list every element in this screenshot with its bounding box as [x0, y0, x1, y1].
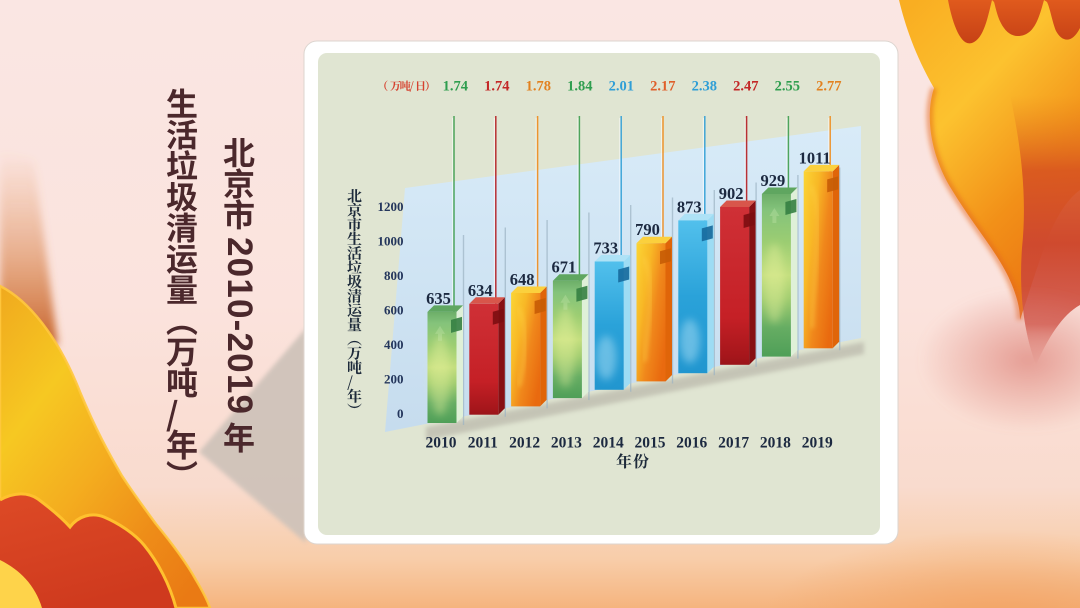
svg-text:1011: 1011 [799, 148, 831, 167]
svg-text:2012: 2012 [509, 435, 540, 452]
svg-text:2.77: 2.77 [816, 79, 841, 95]
svg-text:2.47: 2.47 [733, 79, 758, 95]
svg-text:2.38: 2.38 [692, 79, 717, 95]
svg-text:929: 929 [761, 171, 786, 190]
svg-text:2013: 2013 [551, 435, 582, 452]
svg-text:2019: 2019 [802, 435, 833, 452]
svg-text:902: 902 [719, 184, 744, 203]
svg-text:600: 600 [384, 303, 404, 318]
svg-text:200: 200 [384, 372, 404, 387]
svg-text:800: 800 [384, 268, 404, 283]
svg-text:790: 790 [635, 220, 660, 239]
svg-text:1000: 1000 [378, 234, 404, 249]
svg-text:2016: 2016 [676, 435, 707, 452]
svg-text:1.74: 1.74 [484, 79, 509, 95]
svg-text:648: 648 [510, 270, 535, 289]
svg-text:1.78: 1.78 [526, 79, 551, 95]
svg-text:1.84: 1.84 [567, 79, 592, 95]
svg-text:2011: 2011 [468, 435, 498, 452]
svg-text:2010: 2010 [426, 435, 457, 452]
svg-text:2010-2019: 2010-2019 [220, 237, 259, 415]
svg-text:634: 634 [468, 281, 493, 300]
svg-text:1200: 1200 [378, 199, 404, 214]
svg-text:2.17: 2.17 [650, 79, 675, 95]
svg-text:671: 671 [552, 258, 577, 277]
svg-text:2018: 2018 [760, 435, 791, 452]
svg-text:2014: 2014 [593, 435, 624, 452]
svg-text:2017: 2017 [718, 435, 749, 452]
svg-text:733: 733 [593, 239, 618, 258]
svg-text:2015: 2015 [635, 435, 666, 452]
svg-text:0: 0 [397, 406, 404, 421]
svg-text:635: 635 [426, 289, 451, 308]
svg-text:1.74: 1.74 [443, 79, 468, 95]
svg-text:873: 873 [677, 197, 702, 216]
svg-text:400: 400 [384, 337, 404, 352]
svg-text:2.01: 2.01 [609, 79, 634, 95]
svg-text:2.55: 2.55 [775, 79, 800, 95]
